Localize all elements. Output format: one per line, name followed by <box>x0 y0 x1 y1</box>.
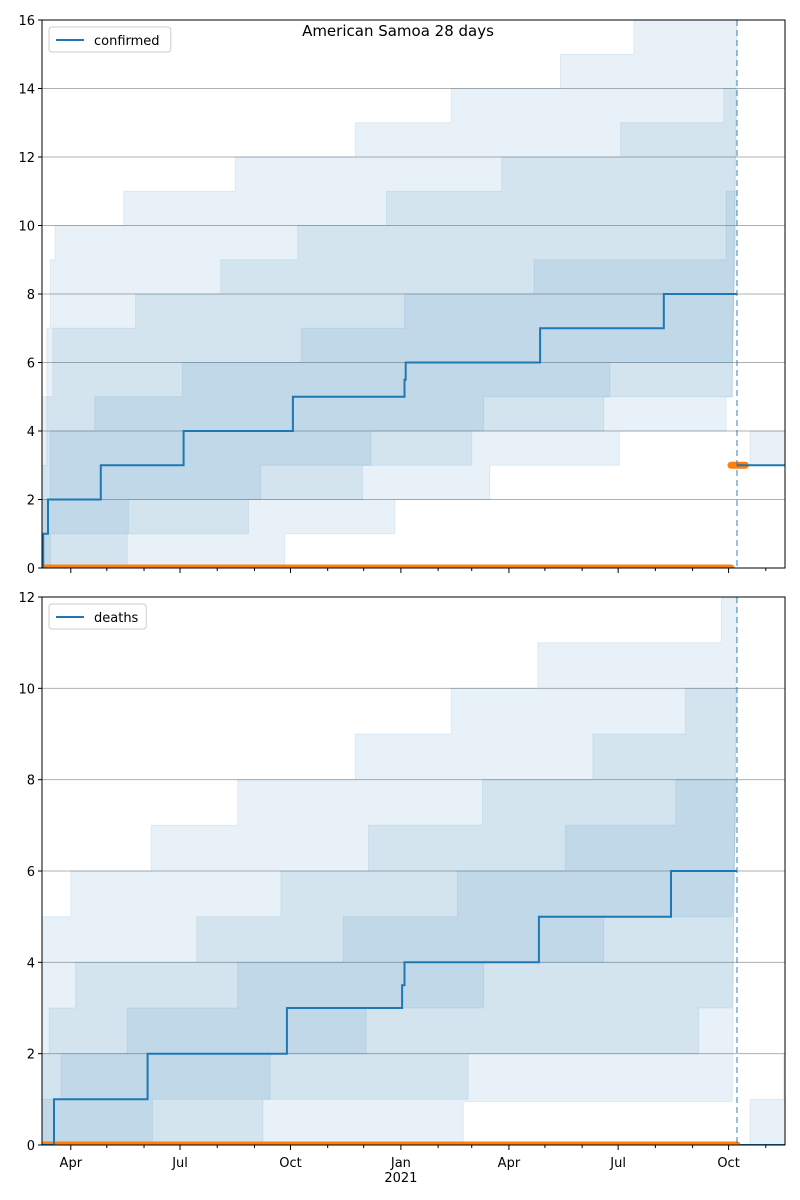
uncertainty-band <box>42 687 738 1145</box>
x-tick-label: Apr <box>498 1156 521 1171</box>
uncertainty-band <box>749 1053 785 1145</box>
legend-box <box>48 26 172 53</box>
legend-label: deaths <box>94 611 139 626</box>
y-tick-label: 8 <box>27 774 35 789</box>
y-tick-label: 0 <box>27 562 35 577</box>
series-line <box>42 870 737 1145</box>
uncertainty-band <box>749 430 785 466</box>
chart-title: American Samoa 28 days <box>302 22 494 40</box>
legend: deaths <box>48 603 147 630</box>
x-tick-label: Jan <box>390 1156 411 1171</box>
y-tick-label: 4 <box>27 956 35 971</box>
legend-box <box>48 603 147 630</box>
uncertainty-band <box>42 20 738 568</box>
y-tick-label: 16 <box>18 14 35 29</box>
y-tick-label: 12 <box>18 591 35 606</box>
x-tick-label: Oct <box>717 1156 739 1171</box>
y-tick-label: 12 <box>18 151 35 166</box>
x-tick-label: Oct <box>279 1156 301 1171</box>
plot-area <box>42 597 785 1145</box>
x-tick-sublabel: 2021 <box>384 1171 417 1186</box>
x-tick-label: Jul <box>609 1156 626 1171</box>
confirmed-panel: 0 2 4 6 8 10 12 14 16 confirmed <box>18 14 786 577</box>
uncertainty-band <box>42 88 738 568</box>
y-tick-label: 2 <box>27 1048 35 1063</box>
y-tick-label: 0 <box>27 1139 35 1154</box>
legend: confirmed <box>48 26 172 53</box>
series-line <box>42 293 737 568</box>
legend-label: confirmed <box>94 34 160 49</box>
x-tick-label: Apr <box>60 1156 83 1171</box>
uncertainty-band <box>42 597 738 1145</box>
x-tick-label: Jul <box>171 1156 188 1171</box>
y-tick-label: 10 <box>18 682 35 697</box>
y-tick-label: 6 <box>27 357 35 372</box>
y-tick-label: 4 <box>27 425 35 440</box>
y-tick-label: 2 <box>27 494 35 509</box>
plot-area <box>42 20 785 568</box>
y-tick-label: 8 <box>27 288 35 303</box>
y-tick-label: 10 <box>18 220 35 235</box>
y-tick-label: 6 <box>27 865 35 880</box>
y-tick-label: 14 <box>18 83 35 98</box>
